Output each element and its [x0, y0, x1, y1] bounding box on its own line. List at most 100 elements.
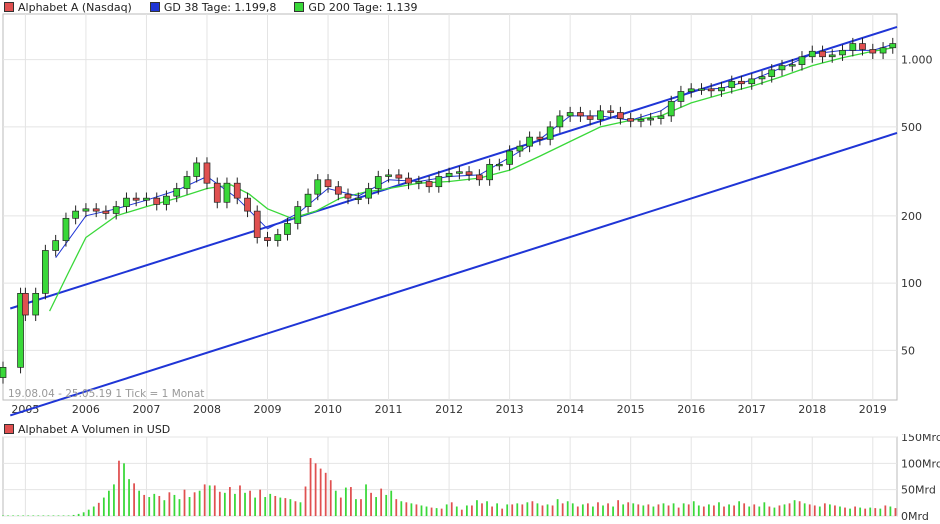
legend-swatch-gd38	[149, 2, 160, 12]
price-candle	[808, 50, 816, 58]
volume-bar	[47, 515, 50, 516]
x-tick-label: 2006	[72, 403, 100, 416]
volume-bar	[718, 502, 720, 516]
price-candle	[82, 208, 90, 212]
volume-bar	[97, 502, 100, 516]
volume-bar	[702, 506, 705, 516]
price-candle	[425, 181, 433, 188]
price-candle	[183, 176, 191, 189]
volume-bar	[793, 500, 796, 516]
volume-bar	[713, 505, 715, 516]
volume-bar	[556, 499, 559, 516]
volume-bar	[546, 504, 549, 516]
price-candle	[324, 179, 332, 188]
price-candle	[566, 112, 574, 117]
volume-bar	[476, 500, 478, 516]
volume-bar	[339, 497, 342, 516]
volume-bar	[334, 490, 337, 516]
price-candle	[314, 179, 322, 195]
volume-bar	[849, 508, 851, 516]
volume-bar	[405, 502, 408, 516]
volume-y-tick-label: 100Mrd	[901, 457, 940, 470]
price-candle	[607, 110, 615, 113]
x-tick-label: 2014	[556, 403, 584, 416]
volume-bar	[229, 487, 231, 516]
volume-bar	[430, 507, 433, 516]
volume-bar	[92, 506, 95, 516]
price-candle	[889, 43, 897, 49]
price-candle	[476, 174, 483, 181]
price-candle	[395, 174, 403, 179]
volume-bar	[203, 484, 206, 516]
price-candle	[798, 56, 806, 65]
volume-bar	[2, 515, 4, 516]
volume-bar	[491, 506, 493, 516]
volume-bar	[183, 489, 186, 516]
price-candle	[32, 293, 40, 316]
volume-bar	[17, 515, 20, 516]
volume-bar	[597, 502, 599, 516]
volume-bar	[118, 460, 120, 516]
volume-legend: Alphabet A Volumen in USD	[0, 422, 184, 436]
price-candle	[869, 49, 877, 54]
volume-bar	[798, 501, 801, 516]
volume-bar	[259, 489, 262, 516]
x-tick-label: 2011	[375, 403, 403, 416]
price-candle	[153, 197, 161, 205]
volume-bar	[400, 501, 403, 516]
volume-bar	[869, 507, 872, 516]
volume-bar	[632, 503, 635, 516]
volume-bar	[425, 506, 428, 516]
volume-bar	[279, 497, 282, 516]
volume-bar	[581, 504, 584, 516]
volume-bar	[602, 505, 604, 516]
price-candle	[677, 91, 685, 102]
volume-bar	[682, 503, 685, 516]
plot-area	[2, 13, 898, 401]
volume-bar	[622, 504, 625, 516]
price-candle	[253, 210, 261, 238]
price-candle	[506, 150, 513, 165]
volume-bar	[829, 504, 831, 516]
volume-bar	[496, 503, 498, 516]
price-candle	[264, 237, 271, 241]
legend-item-price: Alphabet A (Nasdaq)	[4, 1, 132, 14]
price-candle	[486, 163, 493, 181]
volume-bar	[566, 501, 569, 516]
price-candle	[828, 54, 836, 58]
price-candle	[52, 240, 60, 251]
volume-bar	[677, 507, 680, 516]
volume-bar	[178, 499, 181, 516]
volume-bar	[743, 503, 746, 516]
price-candle	[627, 118, 635, 122]
price-candle	[294, 206, 302, 224]
price-candle	[22, 293, 29, 316]
volume-bar	[894, 508, 897, 516]
volume-bar	[571, 503, 574, 516]
volume-bar	[294, 501, 297, 516]
volume-bar	[783, 504, 786, 516]
price-candle	[0, 366, 7, 378]
price-candle	[728, 80, 736, 88]
volume-bar	[193, 492, 196, 516]
volume-bar	[879, 508, 882, 516]
price-candle	[203, 162, 211, 184]
volume-bar	[592, 506, 594, 516]
legend-item-volume: Alphabet A Volumen in USD	[4, 423, 170, 436]
price-candle	[819, 50, 826, 58]
price-candle	[374, 176, 382, 189]
volume-bar	[77, 513, 80, 516]
price-candle	[284, 223, 291, 235]
volume-bar	[284, 498, 287, 516]
price-candle	[405, 177, 412, 184]
volume-bar	[808, 504, 811, 516]
price-candle	[788, 64, 796, 67]
y-tick-label: 200	[901, 210, 922, 223]
volume-bar	[223, 492, 226, 516]
volume-bar	[647, 504, 650, 516]
volume-bar	[304, 486, 307, 516]
y-tick-label: 50	[901, 344, 915, 357]
volume-bar	[531, 501, 534, 516]
volume-bar	[329, 480, 332, 516]
volume-bar	[269, 493, 272, 516]
